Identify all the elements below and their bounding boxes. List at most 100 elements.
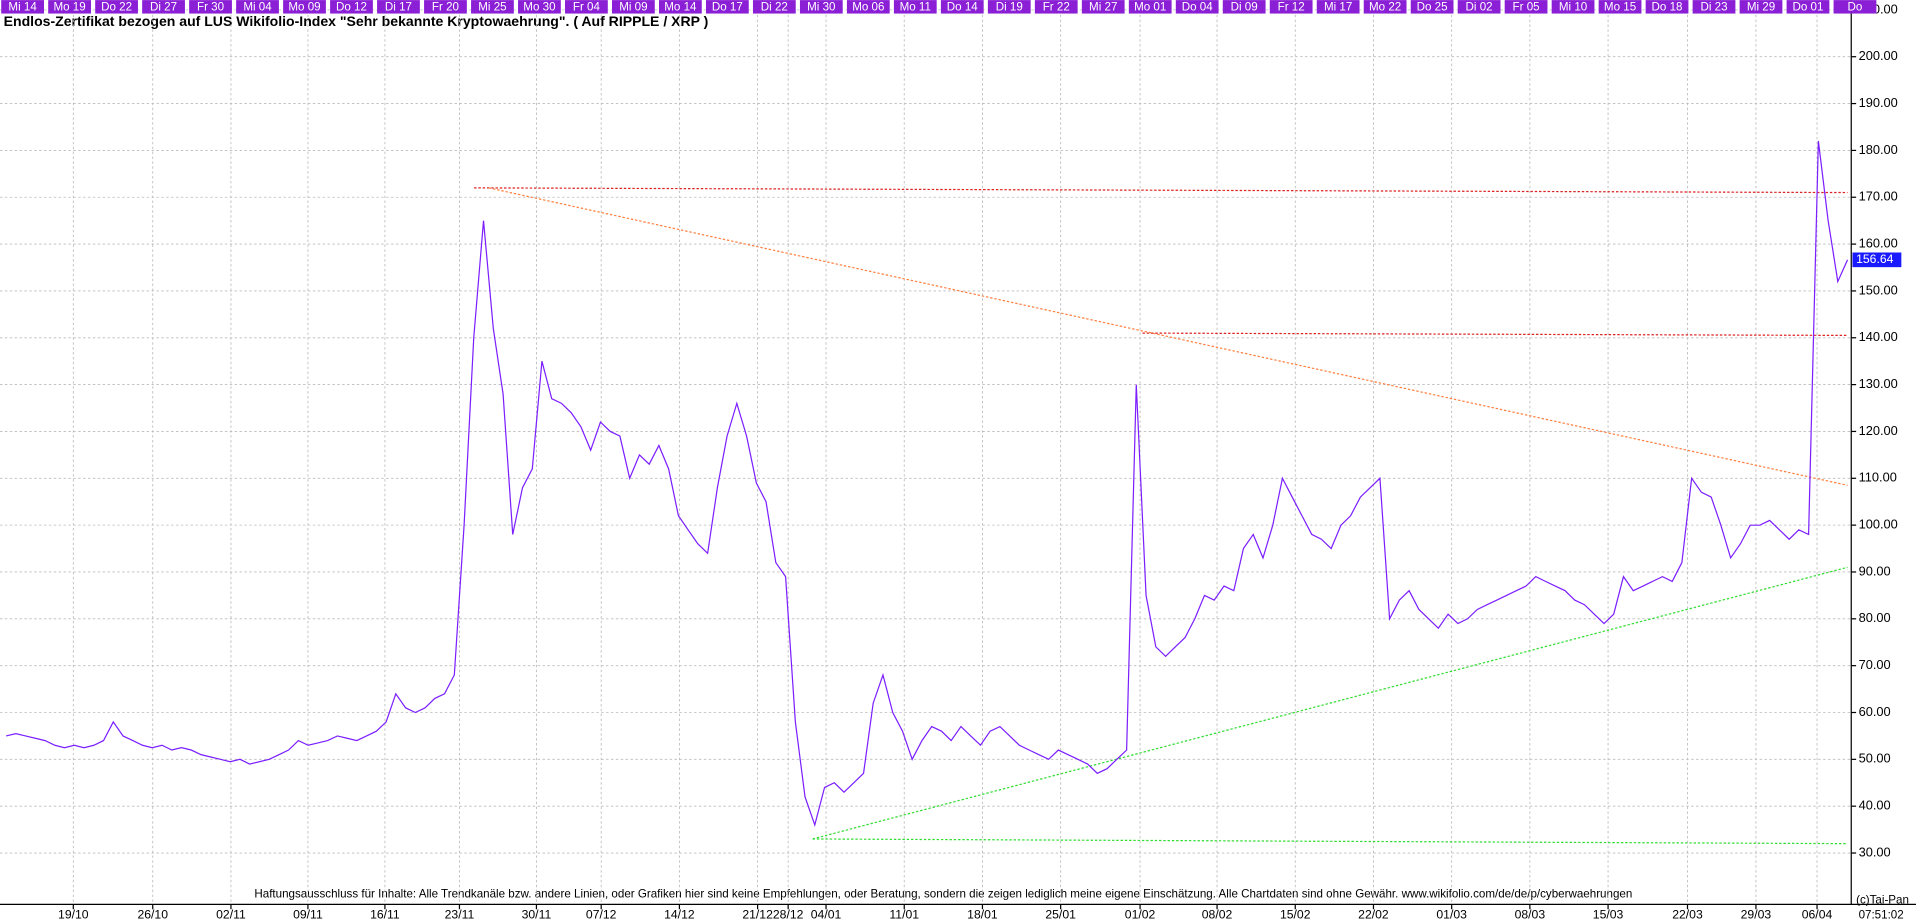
top-label-box xyxy=(565,0,608,14)
top-label: Mo 19 xyxy=(53,1,85,14)
top-label: Di 17 xyxy=(385,1,412,14)
top-label-box xyxy=(1269,0,1313,14)
trend-line xyxy=(1142,332,1848,337)
top-label: Do 17 xyxy=(712,1,743,14)
trend-line xyxy=(488,187,1848,486)
top-label-box xyxy=(612,0,655,14)
top-label: Di 02 xyxy=(1466,1,1493,14)
y-tick-label: 30.00 xyxy=(1859,844,1891,859)
x-tick-label: 28/12 xyxy=(773,908,804,922)
top-label-box xyxy=(1128,0,1172,14)
x-tick-label: 30/11 xyxy=(522,908,552,922)
y-tick-label: 100.00 xyxy=(1859,517,1898,532)
top-label: Do 12 xyxy=(336,1,367,14)
top-label: Di 22 xyxy=(761,1,788,14)
top-label: Fr 20 xyxy=(432,1,459,14)
y-tick-label: 120.00 xyxy=(1859,423,1898,438)
top-label: Mo 01 xyxy=(1134,1,1166,14)
top-label: Mi 10 xyxy=(1559,1,1587,14)
x-tick-label: 14/12 xyxy=(664,908,695,922)
trend-line xyxy=(812,838,1848,845)
x-tick-label: 16/11 xyxy=(370,908,400,922)
y-tick-label: 190.00 xyxy=(1859,95,1898,110)
top-label: Mi 17 xyxy=(1324,1,1352,14)
y-tick-label: 50.00 xyxy=(1859,751,1891,766)
x-tick-label: 06/04 xyxy=(1802,908,1833,922)
top-label: Fr 30 xyxy=(197,1,224,14)
top-label-box xyxy=(658,0,702,14)
x-tick-label: 23/11 xyxy=(445,908,475,922)
top-label-box xyxy=(1363,0,1407,14)
x-tick-label: 18/01 xyxy=(967,908,998,922)
x-tick-label: 07/12 xyxy=(586,908,617,922)
timestamp: 07:51:02 xyxy=(1859,908,1904,921)
top-label: Fr 05 xyxy=(1513,1,1540,14)
top-label-box xyxy=(1739,0,1783,14)
top-label-box xyxy=(1410,0,1454,14)
top-label: Mo 11 xyxy=(900,1,931,14)
x-tick-label: 25/01 xyxy=(1045,908,1076,922)
top-label-box xyxy=(893,0,937,14)
top-label-box xyxy=(48,0,91,14)
top-label: Mi 14 xyxy=(8,1,37,14)
top-label-box xyxy=(377,0,420,14)
top-label-box xyxy=(1645,0,1689,14)
y-tick-label: 60.00 xyxy=(1859,704,1891,719)
top-label-box xyxy=(1692,0,1736,14)
top-label: Mo 30 xyxy=(523,1,555,14)
y-tick-label: 110.00 xyxy=(1859,470,1897,485)
top-label: Fr 12 xyxy=(1278,1,1305,14)
top-label: Mo 14 xyxy=(664,1,697,14)
top-label: Di 09 xyxy=(1231,1,1258,14)
top-label-box xyxy=(940,0,984,14)
y-tick-label: 200.00 xyxy=(1859,48,1898,63)
top-label: Mi 27 xyxy=(1089,1,1117,14)
top-label-box xyxy=(705,0,749,14)
top-label-box xyxy=(1081,0,1125,14)
top-label: Do 01 xyxy=(1793,1,1824,14)
y-tick-label: 70.00 xyxy=(1859,657,1891,672)
top-label-box xyxy=(424,0,467,14)
top-label: Di 19 xyxy=(996,1,1023,14)
top-label-box xyxy=(1222,0,1266,14)
x-tick-label: 11/01 xyxy=(889,908,919,922)
top-label: Mi 25 xyxy=(478,1,506,14)
top-label-box xyxy=(1833,0,1877,14)
y-tick-label: 90.00 xyxy=(1859,563,1891,578)
top-label-box xyxy=(142,0,185,14)
top-label: Mi 30 xyxy=(807,1,835,14)
top-label: Mo 22 xyxy=(1369,1,1401,14)
y-tick-label: 150.00 xyxy=(1859,282,1898,297)
x-tick-label: 08/02 xyxy=(1202,908,1233,922)
top-label: Do xyxy=(1848,1,1863,14)
top-label: Mi 29 xyxy=(1747,1,1775,14)
x-tick-label: 21/12 xyxy=(742,908,773,922)
top-label-box xyxy=(1,0,44,14)
y-tick-label: 180.00 xyxy=(1859,142,1898,157)
top-label: Mo 15 xyxy=(1604,1,1636,14)
top-label-box xyxy=(1598,0,1642,14)
y-tick-label: 40.00 xyxy=(1859,798,1891,813)
top-label-box xyxy=(1457,0,1501,14)
top-label: Do 04 xyxy=(1182,1,1213,14)
x-tick-label: 22/03 xyxy=(1672,908,1703,922)
top-label: Mi 04 xyxy=(243,1,272,14)
top-label: Fr 04 xyxy=(573,1,601,14)
top-label-box xyxy=(189,0,232,14)
y-tick-label: 170.00 xyxy=(1859,189,1898,204)
copyright: (c)Tai-Pan xyxy=(1856,894,1909,907)
y-tick-label: 80.00 xyxy=(1859,610,1891,625)
top-label-box xyxy=(1316,0,1360,14)
y-tick-label: 140.00 xyxy=(1859,329,1898,344)
price-label: 156.64 xyxy=(1856,252,1894,266)
disclaimer: Haftungsausschluss für Inhalte: Alle Tre… xyxy=(254,888,1632,901)
top-label-box xyxy=(1034,0,1078,14)
x-tick-label: 15/02 xyxy=(1280,908,1311,922)
x-tick-label: 02/11 xyxy=(216,908,246,922)
top-label: Mi 09 xyxy=(619,1,647,14)
x-tick-label: 01/02 xyxy=(1125,908,1156,922)
top-label-box xyxy=(1175,0,1219,14)
y-tick-label: 160.00 xyxy=(1859,235,1898,250)
